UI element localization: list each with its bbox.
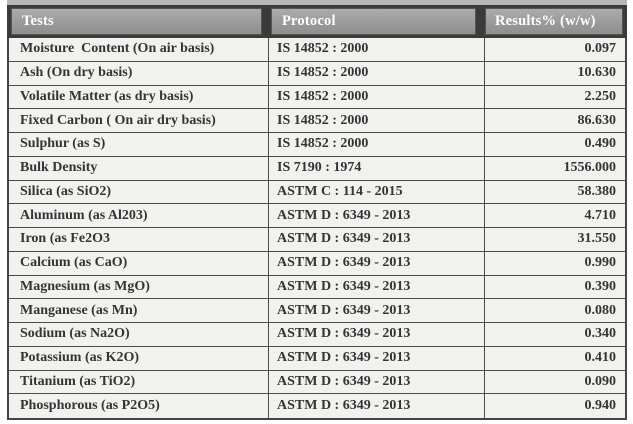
result-value-cell: 86.630	[577, 112, 617, 128]
result-value-cell: 0.390	[584, 278, 617, 294]
protocol-cell: IS 14852 : 2000	[269, 109, 485, 132]
table-row: Ash (On dry basis) IS 14852 : 2000 10.63…	[9, 61, 625, 86]
test-name-cell: Ash (On dry basis)	[9, 61, 269, 85]
table-row: Titanium (as TiO2) ASTM D : 6349 - 2013 …	[9, 370, 625, 395]
table-row: Aluminum (as Al203) ASTM D : 6349 - 2013…	[9, 204, 625, 228]
table-row: Phosphorous (as P2O5) ASTM D : 6349 - 20…	[9, 394, 625, 418]
table-row: Manganese (as Mn) ASTM D : 6349 - 2013 0…	[9, 299, 625, 323]
result-value-cell: 0.940	[584, 398, 617, 414]
protocol-cell: ASTM D : 6349 - 2013	[269, 346, 485, 370]
table-row: Bulk Density IS 7190 : 1974 1556.000	[9, 156, 625, 181]
protocol-cell: IS 14852 : 2000	[269, 38, 485, 61]
table-row: Calcium (as CaO) ASTM D : 6349 - 2013 0.…	[9, 251, 625, 276]
result-value-cell: 58.380	[577, 183, 617, 199]
table-row: Sodium (as Na2O) ASTM D : 6349 - 2013 0.…	[9, 323, 625, 347]
table-header-row: Tests Protocol Results% (w/w)	[7, 5, 627, 38]
protocol-cell: ASTM D : 6349 - 2013	[269, 251, 485, 275]
test-name-cell: Fixed Carbon ( On air dry basis)	[9, 109, 269, 132]
test-name-cell: Bulk Density	[9, 156, 269, 180]
column-header-protocol: Protocol	[271, 8, 476, 35]
test-name-cell: Phosphorous (as P2O5)	[9, 394, 269, 418]
test-name-cell: Moisture Content (On air basis)	[9, 38, 269, 61]
test-name-cell: Iron (as Fe2O3	[9, 228, 269, 251]
lab-results-table: Tests Protocol Results% (w/w) Moisture C…	[7, 0, 627, 420]
result-value-cell: 1556.000	[563, 160, 617, 176]
test-name-cell: Potassium (as K2O)	[9, 346, 269, 370]
column-header-results: Results% (w/w)	[485, 8, 623, 35]
table-row: Silica (as SiO2) ASTM C : 114 - 2015 58.…	[9, 180, 625, 205]
result-value-cell: 0.090	[584, 373, 617, 389]
test-name-cell: Titanium (as TiO2)	[9, 370, 269, 394]
test-name-cell: Sodium (as Na2O)	[9, 323, 269, 346]
column-header-tests: Tests	[11, 8, 262, 35]
test-name-cell: Volatile Matter (as dry basis)	[9, 85, 269, 109]
protocol-cell: ASTM D : 6349 - 2013	[269, 275, 485, 299]
result-value-cell: 0.990	[584, 255, 617, 271]
result-value-cell: 31.550	[577, 231, 617, 247]
result-value-cell: 0.097	[584, 41, 617, 57]
protocol-cell: ASTM D : 6349 - 2013	[269, 299, 485, 322]
protocol-cell: ASTM D : 6349 - 2013	[269, 323, 485, 346]
table-row: Potassium (as K2O) ASTM D : 6349 - 2013 …	[9, 346, 625, 371]
result-value-cell: 0.340	[584, 326, 617, 342]
protocol-cell: IS 14852 : 2000	[269, 61, 485, 85]
result-value-cell: 4.710	[584, 207, 617, 223]
table-row: Sulphur (as S) IS 14852 : 2000 0.490	[9, 133, 625, 157]
protocol-cell: ASTM C : 114 - 2015	[269, 180, 485, 204]
result-value-cell: 2.250	[584, 88, 617, 104]
table-row: Volatile Matter (as dry basis) IS 14852 …	[9, 85, 625, 110]
test-name-cell: Sulphur (as S)	[9, 133, 269, 156]
table-row: Iron (as Fe2O3 ASTM D : 6349 - 2013 31.5…	[9, 228, 625, 252]
test-name-cell: Magnesium (as MgO)	[9, 275, 269, 299]
result-value-cell: 10.630	[577, 65, 617, 81]
protocol-cell: ASTM D : 6349 - 2013	[269, 228, 485, 251]
test-name-cell: Manganese (as Mn)	[9, 299, 269, 322]
protocol-cell: ASTM D : 6349 - 2013	[269, 204, 485, 227]
result-value-cell: 0.410	[584, 350, 617, 366]
protocol-cell: IS 7190 : 1974	[269, 156, 485, 180]
result-value-cell: 0.080	[584, 302, 617, 318]
protocol-cell: IS 14852 : 2000	[269, 85, 485, 109]
protocol-cell: ASTM D : 6349 - 2013	[269, 394, 485, 418]
table-row: Fixed Carbon ( On air dry basis) IS 1485…	[9, 109, 625, 133]
result-value-cell: 0.490	[584, 136, 617, 152]
test-name-cell: Calcium (as CaO)	[9, 251, 269, 275]
table-top-strip	[7, 0, 627, 5]
table-row: Moisture Content (On air basis) IS 14852…	[9, 38, 625, 62]
test-name-cell: Silica (as SiO2)	[9, 180, 269, 204]
protocol-cell: ASTM D : 6349 - 2013	[269, 370, 485, 394]
test-name-cell: Aluminum (as Al203)	[9, 204, 269, 227]
table-body: Moisture Content (On air basis) IS 14852…	[7, 38, 627, 420]
table-row: Magnesium (as MgO) ASTM D : 6349 - 2013 …	[9, 275, 625, 300]
protocol-cell: IS 14852 : 2000	[269, 133, 485, 156]
